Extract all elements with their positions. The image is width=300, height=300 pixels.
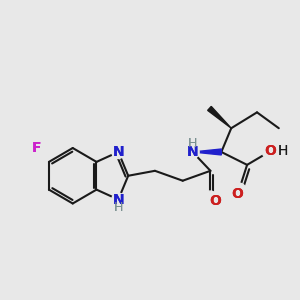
Text: F: F (31, 141, 41, 155)
Circle shape (29, 142, 43, 154)
Text: N: N (112, 145, 124, 159)
Text: N: N (112, 193, 124, 206)
Text: H: H (187, 137, 197, 150)
Text: O: O (232, 187, 244, 201)
Circle shape (112, 193, 125, 206)
Polygon shape (208, 106, 231, 128)
Circle shape (232, 183, 246, 196)
Text: N: N (112, 193, 124, 206)
Text: N: N (187, 145, 198, 159)
Text: N: N (112, 145, 124, 159)
Text: O: O (209, 194, 221, 208)
Text: H: H (187, 137, 197, 150)
Text: O: O (264, 144, 276, 158)
Circle shape (186, 146, 199, 158)
Text: H: H (278, 144, 288, 158)
Circle shape (112, 146, 125, 158)
Text: H: H (114, 201, 124, 214)
Text: N: N (187, 145, 198, 159)
Text: F: F (31, 141, 41, 155)
Text: H: H (114, 201, 124, 214)
Circle shape (262, 146, 275, 158)
Circle shape (204, 191, 217, 204)
Text: O: O (232, 187, 244, 201)
Text: O: O (264, 144, 276, 158)
Text: H: H (278, 144, 288, 158)
Polygon shape (193, 149, 221, 155)
Text: O: O (209, 194, 221, 208)
